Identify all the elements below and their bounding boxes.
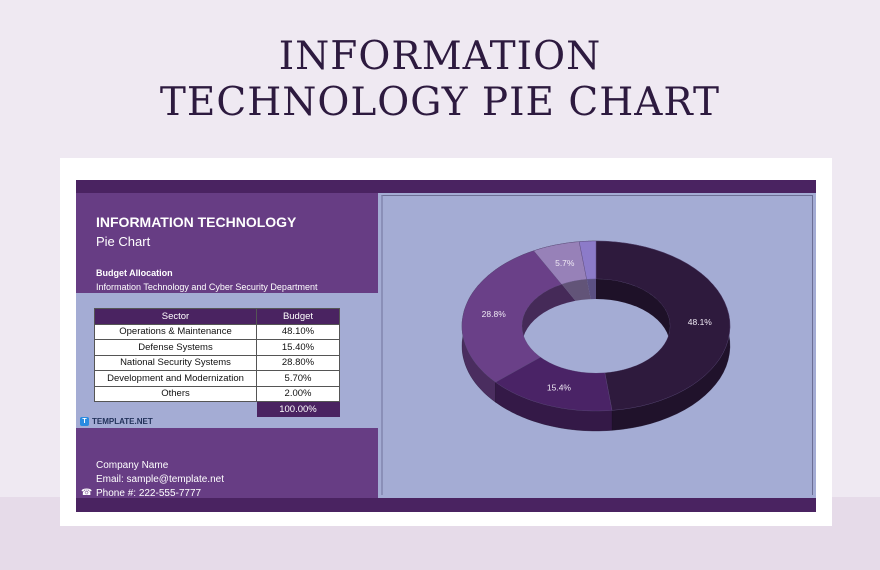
top-bar bbox=[76, 180, 816, 193]
phone-icon: ☎ bbox=[81, 487, 93, 497]
page-title-line2: TECHNOLOGY PIE CHART bbox=[159, 80, 721, 125]
budget-cell[interactable]: 15.40% bbox=[256, 339, 340, 356]
sector-cell[interactable]: Development and Modernization bbox=[94, 370, 257, 387]
spreadsheet: INFORMATION TECHNOLOGY Pie Chart Budget … bbox=[76, 180, 816, 512]
table-row[interactable]: Operations & Maintenance 48.10% bbox=[94, 323, 340, 340]
sector-cell[interactable]: Operations & Maintenance bbox=[94, 323, 257, 340]
template-logo: T TEMPLATE.NET bbox=[80, 417, 153, 426]
footer-panel: Company Name Email: sample@template.net … bbox=[76, 428, 378, 499]
phone: Phone #: 222-555-7777 bbox=[96, 488, 202, 499]
table-row[interactable]: Development and Modernization 5.70% bbox=[94, 370, 340, 387]
data-label: 15.4% bbox=[547, 383, 572, 393]
logo-icon: T bbox=[80, 417, 89, 426]
sector-cell[interactable]: Others bbox=[94, 385, 257, 402]
data-label: 5.7% bbox=[555, 258, 575, 268]
email: Email: sample@template.net bbox=[96, 474, 224, 485]
sector-cell[interactable]: Defense Systems bbox=[94, 339, 257, 356]
data-label: 28.8% bbox=[482, 309, 507, 319]
table-row[interactable]: Others 2.00% bbox=[94, 385, 340, 402]
total-row: 100.00% bbox=[95, 401, 340, 417]
logo-text: TEMPLATE.NET bbox=[92, 417, 153, 426]
chart-panel bbox=[381, 195, 813, 495]
subheading: Pie Chart bbox=[96, 234, 151, 249]
department: Information Technology and Cyber Securit… bbox=[96, 282, 318, 292]
col-budget: Budget bbox=[256, 308, 340, 325]
header-panel: INFORMATION TECHNOLOGY Pie Chart Budget … bbox=[76, 193, 378, 293]
budget-table: Sector Budget Operations & Maintenance 48.… bbox=[94, 308, 340, 417]
section-title: Budget Allocation bbox=[96, 268, 173, 278]
page-title-line1: INFORMATION bbox=[278, 34, 602, 79]
total-cell[interactable]: 100.00% bbox=[256, 401, 340, 417]
bottom-bar bbox=[76, 498, 816, 512]
data-label: 48.1% bbox=[688, 317, 713, 327]
budget-cell[interactable]: 2.00% bbox=[256, 385, 340, 402]
heading: INFORMATION TECHNOLOGY bbox=[96, 214, 297, 230]
table-row[interactable]: Defense Systems 15.40% bbox=[94, 339, 340, 356]
budget-cell[interactable]: 5.70% bbox=[256, 370, 340, 387]
company-name: Company Name bbox=[96, 460, 169, 471]
